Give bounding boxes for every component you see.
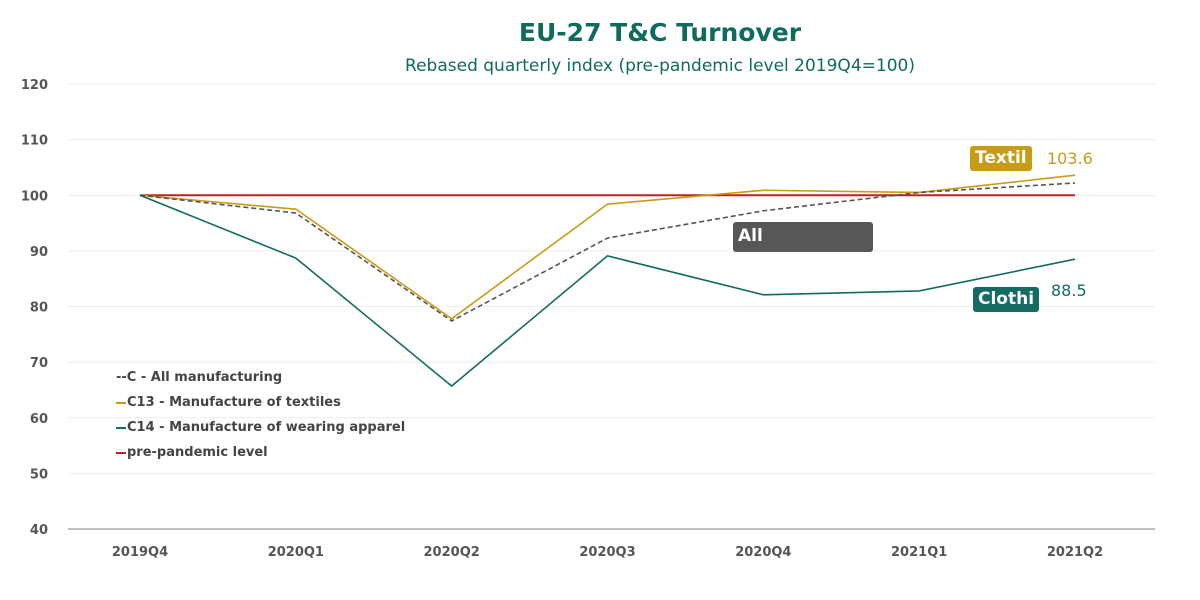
legend-item-all: --C - All manufacturing <box>116 365 405 390</box>
y-tick-label: 100 <box>21 189 48 204</box>
legend-swatch <box>116 401 126 404</box>
y-tick-label: 110 <box>21 134 48 149</box>
x-tick-label: 2020Q2 <box>424 545 480 560</box>
legend-item-apparel: C14 - Manufacture of wearing apparel <box>116 415 405 440</box>
legend-label: C13 - Manufacture of textiles <box>127 395 341 410</box>
y-tick-label: 120 <box>21 78 48 93</box>
x-tick-label: 2021Q1 <box>891 545 947 560</box>
series-line-0 <box>139 182 1076 322</box>
y-tick-label: 60 <box>30 412 48 427</box>
chart-title: EU-27 T&C Turnover <box>518 18 802 47</box>
legend: --C - All manufacturing C13 - Manufactur… <box>116 365 405 465</box>
y-tick-label: 50 <box>30 467 48 482</box>
y-tick-label: 90 <box>30 245 48 260</box>
legend-swatch <box>116 426 126 429</box>
series-line-2 <box>139 194 1076 388</box>
y-tick-label: 70 <box>30 356 48 371</box>
legend-label: pre-pandemic level <box>127 445 268 460</box>
clothing-value-label: 88.5 <box>1051 281 1087 300</box>
all-tag: All <box>733 222 873 252</box>
chart-subtitle: Rebased quarterly index (pre-pandemic le… <box>405 56 915 76</box>
legend-label: C14 - Manufacture of wearing apparel <box>127 420 406 435</box>
x-tick-label: 2020Q3 <box>579 545 635 560</box>
textiles-value-label: 103.6 <box>1047 149 1093 168</box>
x-tick-label: 2020Q1 <box>268 545 324 560</box>
series-line-1 <box>139 174 1076 320</box>
y-tick-label: 80 <box>30 301 48 316</box>
legend-swatch <box>116 451 126 454</box>
clothing-tag: Clothi <box>973 287 1040 312</box>
y-tick-label: 40 <box>30 523 48 538</box>
x-tick-label: 2021Q2 <box>1047 545 1103 560</box>
legend-item-textiles: C13 - Manufacture of textiles <box>116 390 405 415</box>
legend-item-pre-pandemic: pre-pandemic level <box>116 440 405 465</box>
legend-label: --C - All manufacturing <box>116 370 283 385</box>
x-tick-label: 2019Q4 <box>112 545 168 560</box>
textiles-tag: Textil <box>970 146 1032 171</box>
x-tick-label: 2020Q4 <box>735 545 791 560</box>
